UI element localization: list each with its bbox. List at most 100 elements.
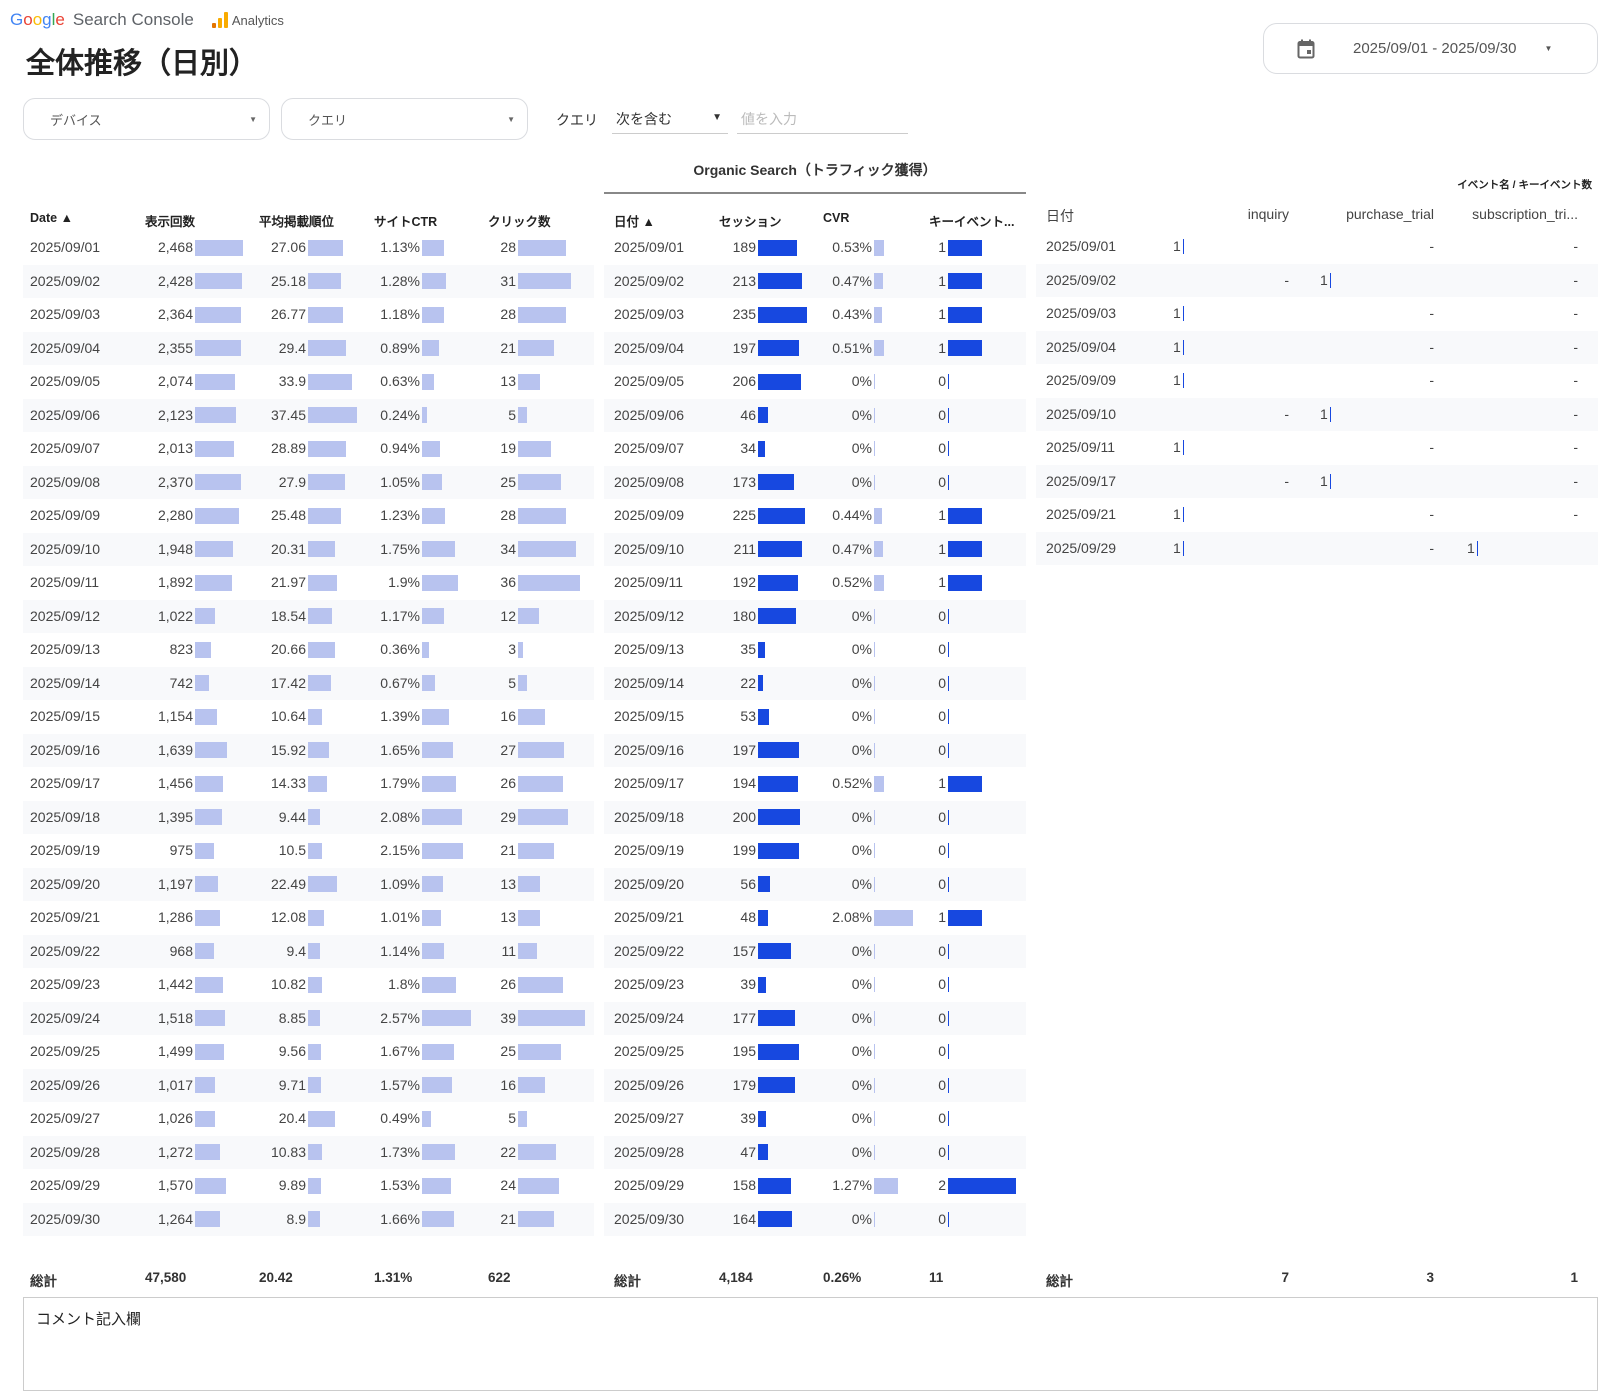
value-cell: 199: [732, 842, 756, 858]
bar: [948, 775, 982, 792]
date-cell: 2025/09/15: [30, 708, 101, 724]
bar: [948, 474, 949, 490]
bar: [758, 1077, 796, 1093]
bar: [308, 541, 335, 557]
date-range-text: 2025/09/01 - 2025/09/30: [1353, 40, 1517, 57]
bar: [195, 842, 214, 859]
value-cell: 1.01%: [380, 909, 420, 925]
table-row: 2025/09/01 1 - -: [1036, 230, 1598, 264]
bar: [308, 1010, 320, 1026]
value-cell: 0: [938, 976, 946, 992]
ga_table-header-3[interactable]: キーイベント...: [929, 215, 1015, 229]
value-cell: 1.14%: [380, 942, 420, 959]
value-cell: 1,499: [157, 1043, 193, 1059]
value-cell: 0.52%: [832, 574, 872, 590]
gsc_table-header-2[interactable]: 平均掲載順位: [259, 215, 335, 229]
ga_table-header-0[interactable]: 日付 ▲: [614, 215, 655, 229]
value-cell: 0.89%: [380, 339, 420, 356]
bar: [195, 407, 237, 423]
gsc_table-header-3[interactable]: サイトCTR: [374, 215, 438, 229]
query-value-input[interactable]: [737, 104, 908, 134]
value-cell: 1: [1173, 439, 1181, 455]
date-cell: 2025/09/10: [30, 540, 101, 557]
analytics-logo: Analytics: [211, 12, 284, 28]
gsc_table-header-0[interactable]: Date ▲: [30, 211, 73, 225]
value-cell: 1: [938, 540, 946, 557]
bar: [758, 1177, 791, 1194]
bar: [518, 340, 555, 356]
bar: [874, 909, 913, 926]
event_table-total-3: 1: [1570, 1270, 1578, 1285]
bar: [422, 541, 456, 557]
bar: [948, 809, 949, 825]
value-cell: 0%: [851, 842, 872, 858]
bar: [948, 675, 949, 691]
bar: [195, 340, 241, 356]
value-cell: 2,013: [157, 440, 193, 456]
value-cell: 1: [938, 306, 946, 322]
table-row: 2025/09/13 823 20.66 0.36% 3: [23, 633, 594, 667]
bar: [1183, 540, 1184, 556]
value-cell: 2.08%: [380, 808, 420, 825]
bar: [195, 708, 218, 725]
value-cell: 158: [732, 1177, 756, 1193]
event_table-header-3[interactable]: subscription_tri...: [1472, 206, 1578, 222]
bar: [518, 708, 546, 725]
event_table-header-0[interactable]: 日付: [1046, 208, 1074, 224]
bar: [308, 976, 323, 993]
ga_table-header-2[interactable]: CVR: [823, 211, 850, 225]
event_table-total-2: 3: [1426, 1270, 1434, 1285]
event_table-header-2[interactable]: purchase_trial: [1346, 206, 1434, 222]
gsc_table-header-4[interactable]: クリック数: [488, 215, 551, 229]
bar: [874, 977, 875, 992]
bar: [195, 742, 227, 758]
table-row: 2025/09/07 2,013 28.89 0.94% 19: [23, 432, 594, 466]
table-row: 2025/09/04 2,355 29.4 0.89% 21: [23, 331, 594, 365]
device-filter[interactable]: デバイス ▼: [23, 98, 270, 140]
value-cell: 1,154: [157, 708, 193, 724]
event_table-header-1[interactable]: inquiry: [1247, 206, 1289, 222]
date-cell: 2025/09/16: [30, 741, 101, 758]
value-cell: 20.31: [270, 540, 306, 557]
comment-box[interactable]: コメント記入欄: [23, 1297, 1598, 1391]
table-row: 2025/09/08 2,370 27.9 1.05% 25: [23, 465, 594, 499]
value-cell: 0: [938, 406, 946, 423]
date-cell: 2025/09/11: [1046, 439, 1116, 455]
bar: [758, 1144, 768, 1160]
bar: [518, 943, 537, 959]
date-range-picker[interactable]: 2025/09/01 - 2025/09/30 ▼: [1263, 23, 1598, 74]
table-row: 2025/09/08 173 0% 0: [604, 465, 1026, 499]
query-filter[interactable]: クエリ ▼: [281, 98, 528, 140]
bar: [195, 474, 242, 490]
bar: [195, 641, 211, 658]
gsc_table-header-1[interactable]: 表示回数: [145, 215, 196, 229]
date-cell: 2025/09/16: [614, 741, 685, 758]
value-cell: 0: [938, 607, 946, 624]
value-cell: 35: [740, 641, 756, 657]
value-cell: 1: [938, 574, 946, 590]
value-cell: 1: [938, 507, 946, 523]
value-cell: 8.9: [286, 1210, 306, 1227]
value-cell: 0%: [851, 440, 872, 456]
table-row: 2025/09/12 1,022 18.54 1.17% 12: [23, 599, 594, 633]
bar: [948, 642, 949, 657]
value-cell: 1.75%: [380, 540, 420, 557]
value-cell: 0%: [851, 1076, 872, 1093]
bar: [758, 373, 801, 390]
bar: [948, 843, 949, 858]
table-row: 2025/09/30 164 0% 0: [604, 1202, 1026, 1236]
value-cell: 16: [500, 708, 516, 724]
value-cell: 25.48: [270, 507, 306, 523]
bar: [518, 507, 567, 524]
match-type-select[interactable]: 次を含む ▼: [612, 104, 728, 134]
date-cell: 2025/09/08: [614, 473, 685, 490]
value-cell: 9.89: [278, 1177, 306, 1193]
value-cell: 3: [508, 641, 516, 657]
value-cell: 0: [938, 741, 946, 758]
bar: [874, 876, 875, 892]
empty-cell: -: [1573, 439, 1578, 455]
logo: Google Search Console Analytics: [10, 10, 284, 30]
table-row: 2025/09/13 35 0% 0: [604, 633, 1026, 667]
ga_table-header-1[interactable]: セッション: [719, 215, 782, 229]
page-title: 全体推移（日別）: [26, 48, 259, 80]
